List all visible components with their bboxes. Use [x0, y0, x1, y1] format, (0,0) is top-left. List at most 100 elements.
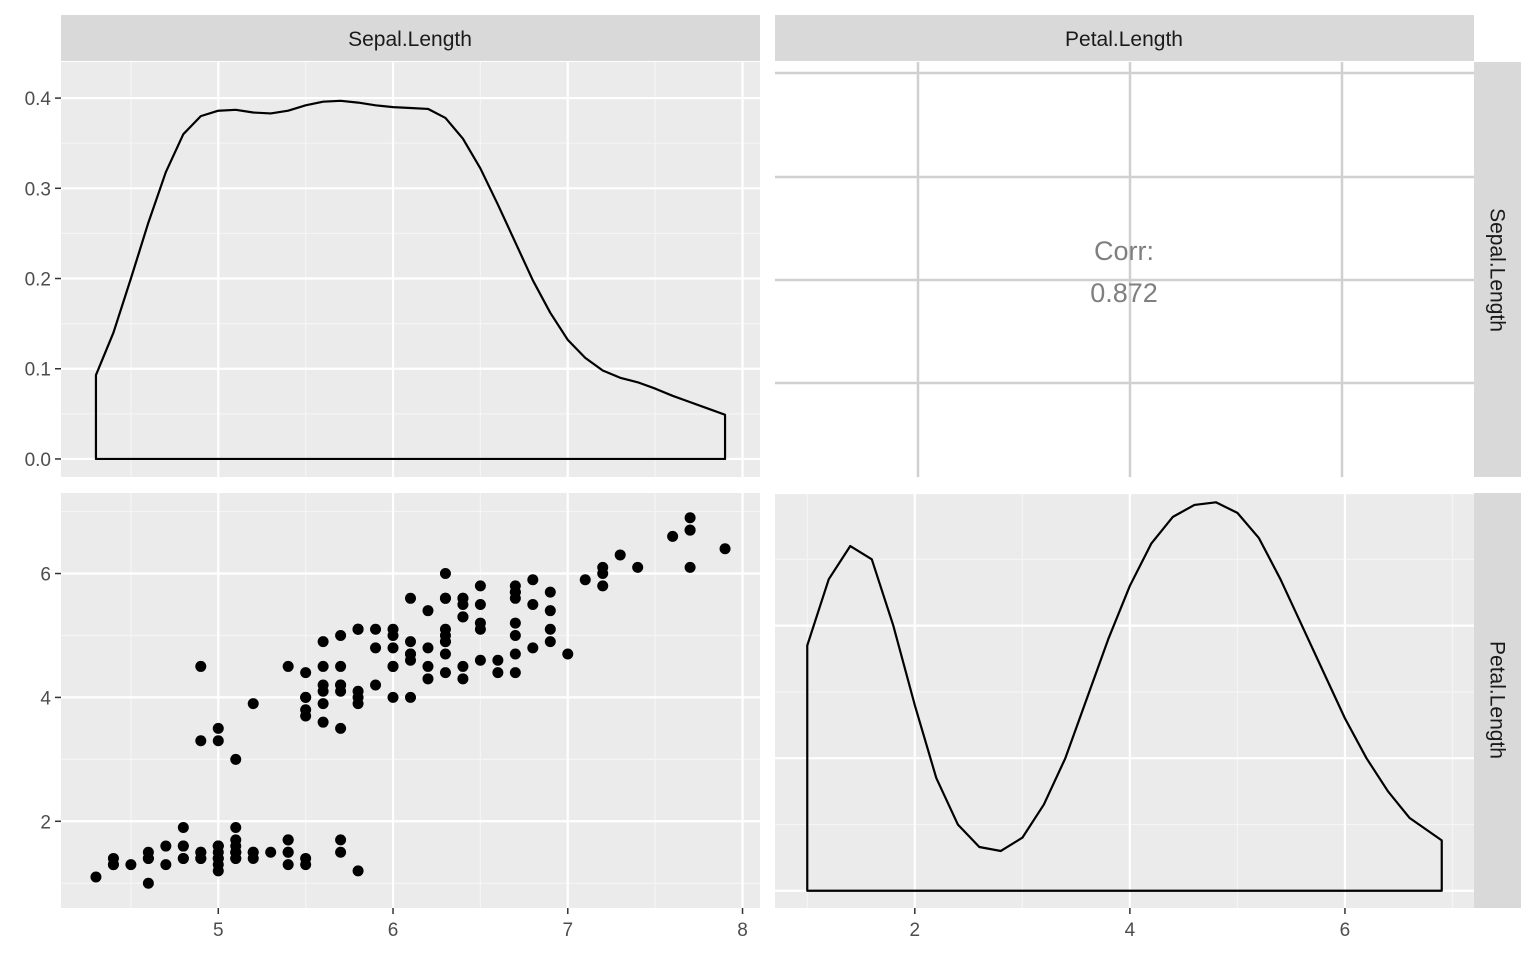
scatter-point [457, 611, 469, 623]
row-strip-2-label: Petal.Length [1486, 641, 1509, 759]
scatter-point [597, 580, 609, 592]
scatter-point [107, 859, 119, 871]
scatter-point [142, 877, 154, 889]
scatter-point [247, 846, 259, 858]
scatter-point [422, 605, 434, 617]
scatter-point [335, 722, 347, 734]
y-tick-label: 0.2 [25, 270, 51, 291]
x-tick-label: 5 [213, 920, 224, 941]
scatter-point [422, 673, 434, 685]
x-tick-label: 7 [562, 920, 573, 941]
scatter-point [300, 859, 312, 871]
scatter-point [439, 592, 451, 604]
scatter-point [457, 598, 469, 610]
scatter-point [212, 840, 224, 852]
scatter-point [335, 685, 347, 697]
scatter-point [177, 840, 189, 852]
scatter-point [317, 679, 329, 691]
scatter-point [422, 660, 434, 672]
scatter-point [405, 636, 416, 648]
sepal-petal-scatter-panel [61, 493, 760, 908]
row-strip-2 [1474, 493, 1521, 908]
y-tick-label: 0.3 [25, 179, 51, 200]
scatter-point [544, 623, 556, 635]
scatter-point [474, 580, 486, 592]
column-strip-1-label: Sepal.Length [348, 28, 472, 51]
scatter-point [142, 852, 154, 864]
scatter-point [370, 679, 382, 691]
y-tick-label: 6 [40, 565, 51, 586]
scatter-point [352, 865, 364, 877]
scatter-point [282, 846, 294, 858]
scatter-point [352, 691, 364, 703]
column-strip-2 [775, 15, 1474, 61]
x-tick-label: 4 [1125, 920, 1136, 941]
sepal-length-density-panel [61, 62, 760, 477]
scatter-point [509, 586, 521, 598]
scatter-point [177, 852, 189, 864]
scatter-point [684, 524, 696, 536]
y-tick-label: 4 [40, 688, 51, 709]
scatter-point [282, 660, 294, 672]
scatter-point [509, 617, 521, 629]
scatter-point [300, 691, 312, 703]
scatter-point [282, 834, 294, 846]
scatter-point [544, 586, 556, 598]
scatter-point [212, 722, 224, 734]
scatter-point [370, 642, 382, 654]
scatter-point [317, 716, 329, 728]
scatter-point [387, 642, 399, 654]
scatter-point [387, 660, 399, 672]
scatter-point [439, 629, 451, 641]
scatter-point [597, 568, 609, 580]
scatter-point [527, 642, 539, 654]
scatter-point [405, 691, 416, 703]
scatter-point [509, 667, 521, 679]
scatter-point [317, 698, 329, 710]
panel-background [775, 493, 1474, 908]
x-tick-label: 2 [910, 920, 921, 941]
scatter-point [474, 617, 486, 629]
scatter-point [527, 574, 539, 586]
scatter-point [579, 574, 591, 586]
row-strip-1 [1474, 62, 1521, 477]
scatter-point [352, 623, 364, 635]
scatter-point [632, 561, 644, 573]
scatter-point [335, 834, 347, 846]
scatter-point [195, 735, 207, 747]
scatter-point [439, 568, 451, 580]
scatter-point [370, 623, 382, 635]
scatter-point [90, 871, 102, 883]
scatter-point [300, 667, 312, 679]
scatter-point [300, 710, 312, 722]
scatter-point [265, 846, 277, 858]
scatter-point [247, 698, 259, 710]
scatter-point [212, 735, 224, 747]
scatter-point [667, 530, 679, 542]
scatter-point [527, 598, 539, 610]
petal-length-density-curve [806, 501, 1443, 892]
scatter-point [509, 629, 521, 641]
y-tick-label: 0.4 [25, 89, 52, 110]
scatter-point [492, 654, 504, 666]
scatter-point [474, 654, 486, 666]
scatter-point [439, 648, 451, 660]
scatter-point [335, 629, 347, 641]
scatter-point [195, 660, 207, 672]
scatter-point [457, 673, 469, 685]
scatter-point [509, 648, 521, 660]
x-tick-label: 6 [1340, 920, 1351, 941]
scatter-point [684, 561, 696, 573]
scatter-point [719, 543, 731, 555]
scatter-point [684, 512, 696, 524]
panel-background [775, 62, 1474, 477]
y-tick-label: 2 [40, 812, 51, 833]
y-tick-label: 0.0 [25, 450, 51, 471]
scatter-point [387, 629, 399, 641]
scatter-point [125, 859, 137, 871]
scatter-point [317, 636, 329, 648]
scatter-point [405, 592, 416, 604]
scatter-point [544, 605, 556, 617]
scatter-point [614, 549, 626, 561]
scatter-point [177, 821, 189, 833]
